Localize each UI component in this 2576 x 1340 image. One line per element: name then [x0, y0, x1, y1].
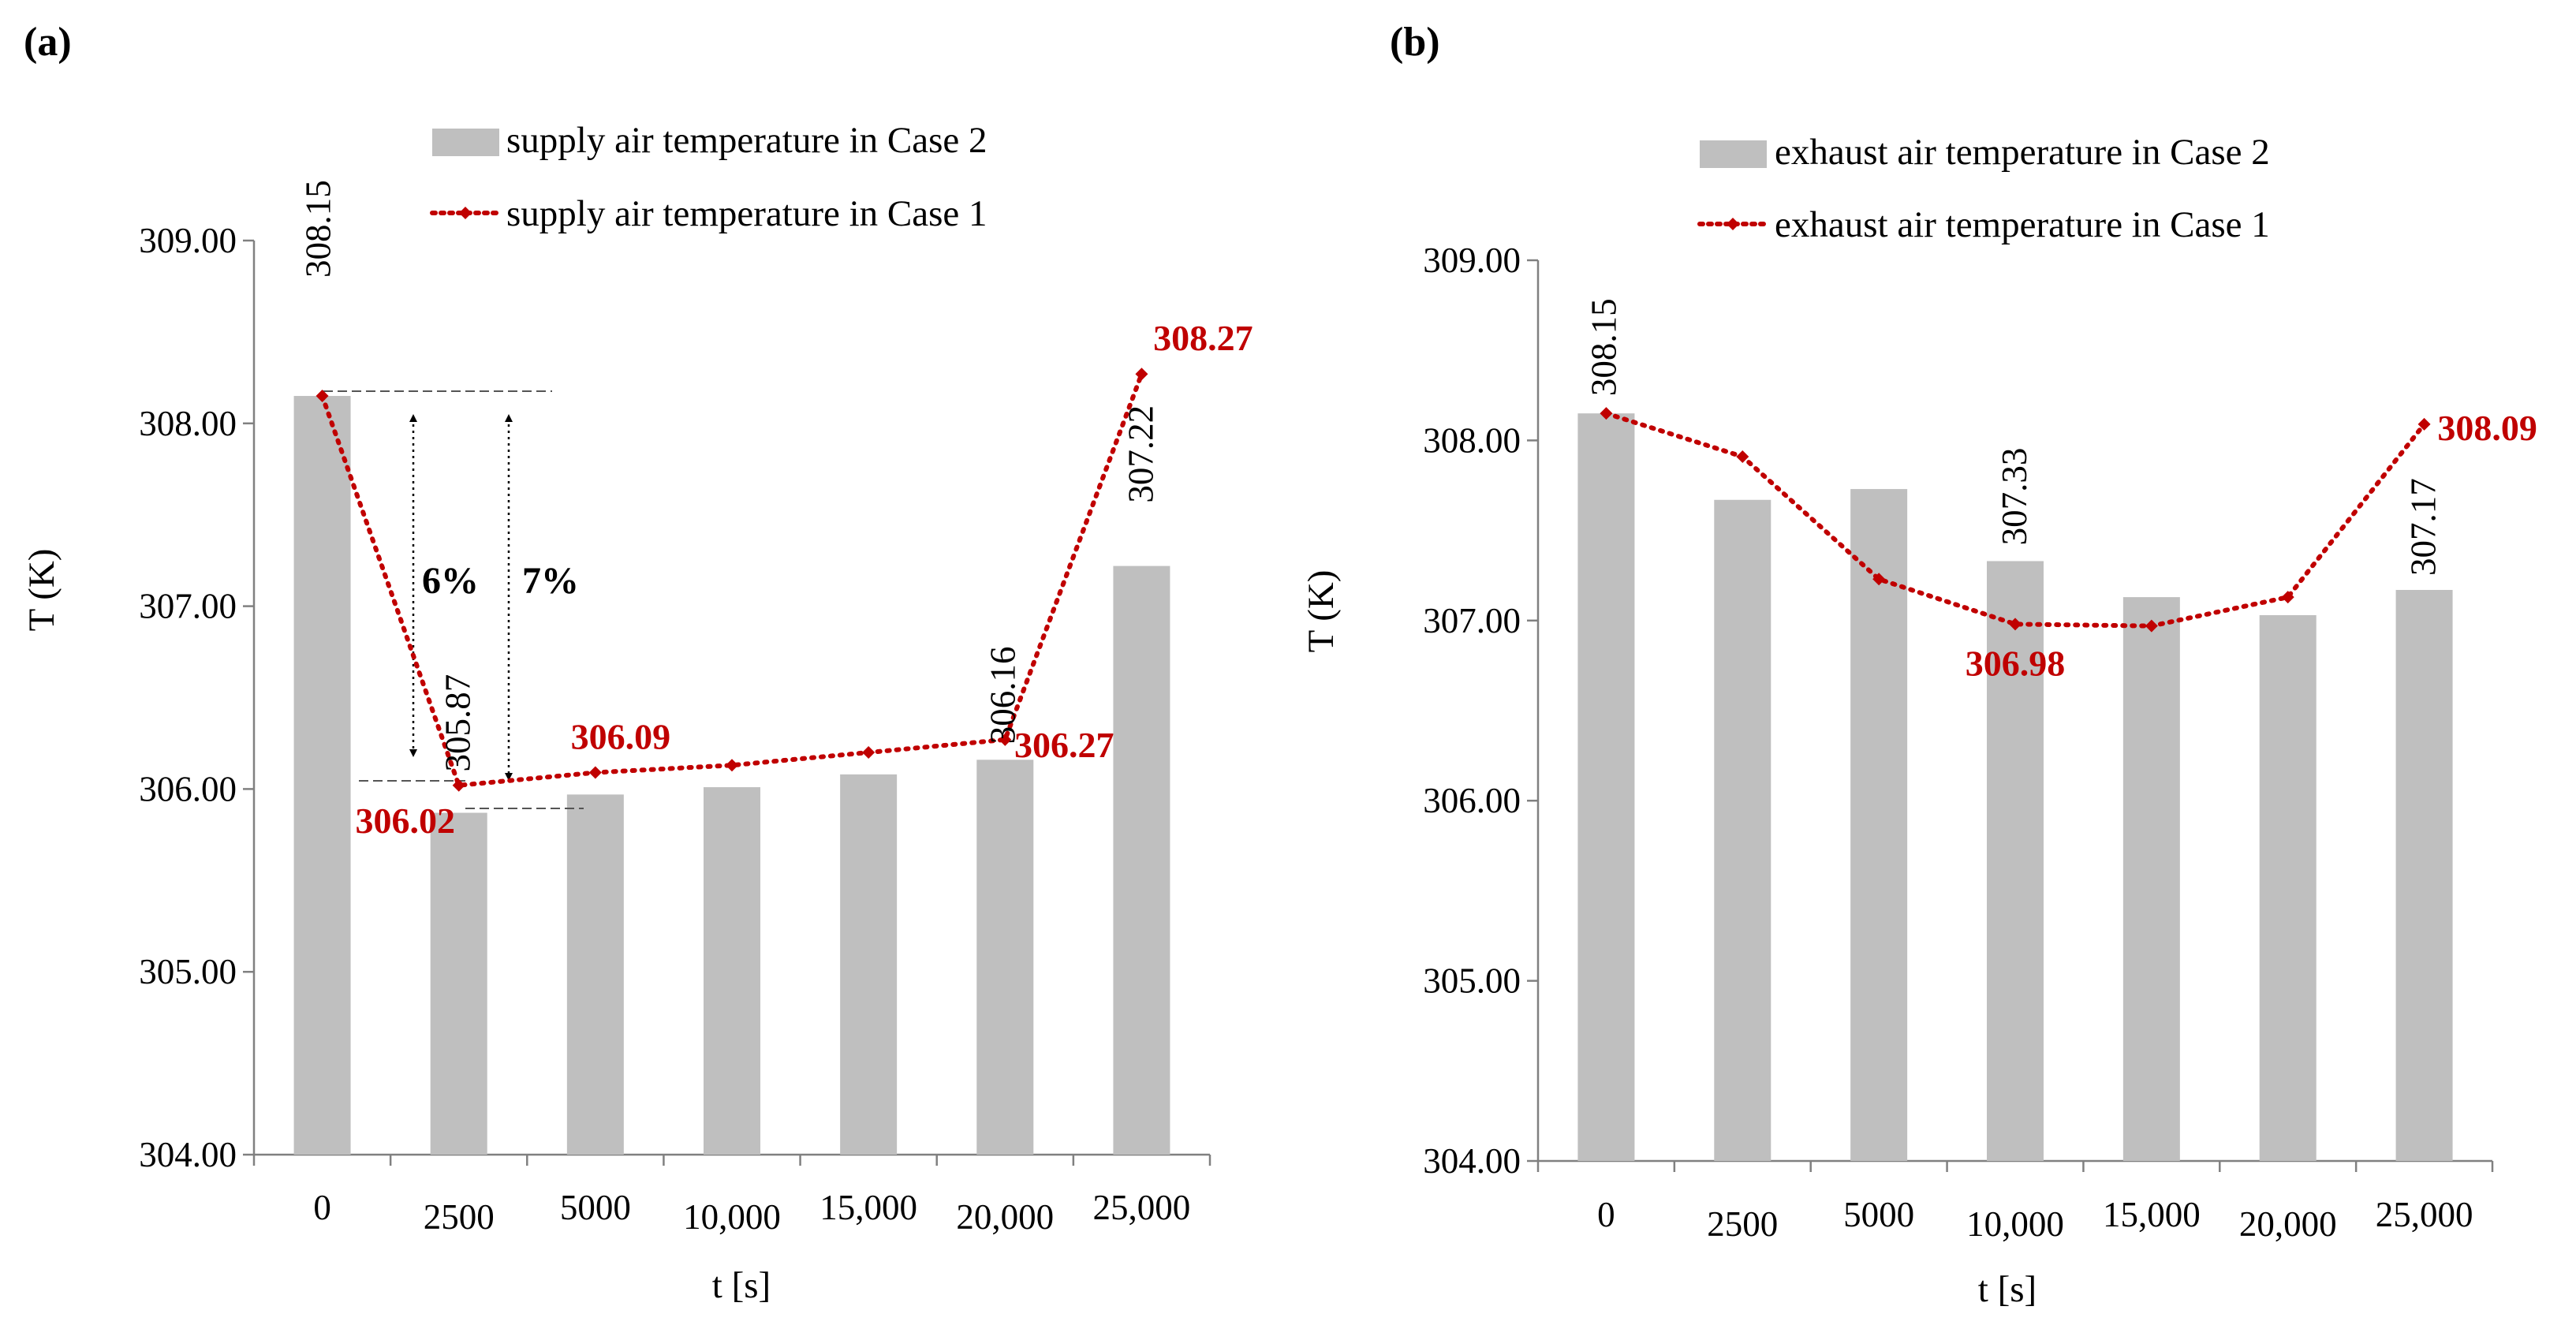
x-tick-label-b: 25,000 — [2376, 1195, 2473, 1234]
legend-b-bar-label: exhaust air temperature in Case 2 — [1775, 132, 2270, 173]
axes-a: 304.00 305.00 306.00 307.00 308.00 309.00 0 250… — [139, 221, 1211, 1237]
data-labels-b: 308.15 307.33 307.17 306.98 308.09 — [1584, 298, 2537, 683]
line-point-a — [999, 733, 1012, 746]
line-point-b — [2417, 417, 2431, 431]
x-tick-label-a: 20,000 — [956, 1197, 1054, 1237]
legend-a-line-marker — [459, 207, 472, 219]
line-point-a — [726, 759, 738, 772]
data-labels-a: 308.15 305.87 306.16 307.22 306.02 306.09 306.… — [299, 180, 1253, 840]
legend-a-bar-swatch — [432, 129, 499, 156]
bar-a — [293, 396, 351, 1155]
legend-b-line-label: exhaust air temperature in Case 1 — [1775, 204, 2270, 245]
bar-value-label-a: 305.87 — [439, 674, 478, 772]
bar-a — [1113, 565, 1170, 1155]
legend-a-bar-label: supply air temperature in Case 2 — [506, 120, 987, 161]
y-tick-label-b: 308.00 — [1423, 420, 1521, 460]
axes-b: 304.00 305.00 306.00 307.00 308.00 309.00 0 250… — [1423, 241, 2494, 1244]
x-tick-label-b: 2500 — [1707, 1204, 1778, 1244]
x-tick-label-b: 5000 — [1843, 1195, 1914, 1234]
x-tick-label-b: 10,000 — [1966, 1204, 2064, 1244]
x-axis-title-a: t [s] — [712, 1265, 771, 1306]
y-tick-label-b: 309.00 — [1423, 241, 1521, 280]
y-tick-label-a: 307.00 — [139, 587, 237, 626]
y-tick-label-b: 304.00 — [1423, 1141, 1521, 1181]
x-tick-label-b: 0 — [1597, 1195, 1615, 1234]
x-tick-label-a: 15,000 — [819, 1188, 917, 1227]
line-point-b — [1600, 407, 1613, 420]
panel-a-label: (a) — [24, 20, 72, 65]
bar-b — [1850, 489, 1908, 1161]
y-tick-label-a: 305.00 — [139, 952, 237, 991]
legend-b-line-marker — [1727, 218, 1739, 230]
chart-panel-a: (a) supply air temperature in Case 2 sup… — [21, 20, 1253, 1306]
bar-a — [976, 760, 1034, 1155]
line-value-label-a: 306.27 — [1014, 725, 1114, 765]
line-point-b — [1872, 573, 1886, 586]
panel-b-label: (b) — [1390, 20, 1440, 65]
line-value-label-a: 308.27 — [1153, 318, 1253, 358]
bar-a — [704, 787, 760, 1155]
bar-b — [1987, 561, 2044, 1161]
bar-b — [2395, 589, 2453, 1161]
bar-value-label-a: 307.22 — [1121, 405, 1160, 503]
y-tick-label-a: 306.00 — [139, 769, 237, 808]
legend-a: supply air temperature in Case 2 supply … — [430, 120, 987, 234]
bar-a — [566, 794, 624, 1155]
bar-a — [840, 774, 898, 1155]
bar-value-label-a: 308.15 — [299, 180, 338, 278]
x-tick-label-b: 15,000 — [2103, 1195, 2201, 1234]
annotations-a: 6% 7% — [323, 390, 584, 809]
bars-b — [1577, 413, 2453, 1161]
line-point-b — [2145, 619, 2158, 633]
line-value-label-b: 308.09 — [2437, 408, 2537, 448]
line-value-label-b: 306.98 — [1966, 643, 2066, 683]
bar-value-label-b: 308.15 — [1584, 298, 1623, 396]
bar-a — [430, 812, 487, 1155]
line-point-b — [2281, 591, 2294, 604]
bars-a — [293, 396, 1170, 1155]
bar-value-label-b: 307.17 — [2404, 478, 2443, 576]
x-tick-label-a: 25,000 — [1093, 1188, 1191, 1227]
line-value-label-a: 306.02 — [355, 801, 455, 841]
x-tick-label-a: 2500 — [424, 1197, 495, 1237]
bar-b — [1577, 413, 1635, 1161]
line-point-a — [452, 778, 465, 792]
line-series-a — [315, 368, 1148, 792]
y-tick-label-a: 308.00 — [139, 404, 237, 443]
bar-b — [2122, 597, 2180, 1161]
bar-value-label-b: 307.33 — [1995, 448, 2034, 546]
x-axis-title-b: t [s] — [1978, 1269, 2037, 1310]
line-point-a — [1135, 368, 1148, 381]
legend-b-bar-swatch — [1700, 140, 1767, 168]
line-point-b — [2009, 618, 2022, 631]
y-tick-label-b: 306.00 — [1423, 781, 1521, 820]
line-point-a — [315, 390, 329, 403]
legend-a-line-label: supply air temperature in Case 1 — [506, 193, 987, 234]
y-tick-label-b: 307.00 — [1423, 601, 1521, 640]
bar-b — [1714, 499, 1771, 1161]
x-tick-label-a: 10,000 — [683, 1197, 781, 1237]
x-tick-label-b: 20,000 — [2239, 1204, 2337, 1244]
line-point-b — [1736, 450, 1749, 463]
bar-value-label-a: 306.16 — [983, 647, 1022, 745]
chart-panel-b: (b) exhaust air temperature in Case 2 ex… — [1301, 20, 2537, 1310]
y-tick-label-a: 309.00 — [139, 221, 237, 260]
line-value-label-a: 306.09 — [571, 717, 671, 757]
y-tick-label-b: 305.00 — [1423, 961, 1521, 1001]
line-point-a — [588, 766, 602, 779]
bar-b — [2259, 614, 2317, 1161]
y-axis-title-a: T (K) — [21, 549, 62, 632]
y-tick-label-a: 304.00 — [139, 1135, 237, 1174]
legend-b: exhaust air temperature in Case 2 exhaus… — [1697, 132, 2270, 245]
line-point-a — [862, 746, 875, 760]
x-tick-label-a: 0 — [313, 1188, 331, 1227]
annotation-a-7pct: 7% — [522, 560, 579, 602]
y-axis-title-b: T (K) — [1301, 570, 1342, 653]
x-tick-label-a: 5000 — [560, 1188, 631, 1227]
line-series-b — [1600, 407, 2431, 633]
annotation-a-6pct: 6% — [422, 560, 479, 602]
